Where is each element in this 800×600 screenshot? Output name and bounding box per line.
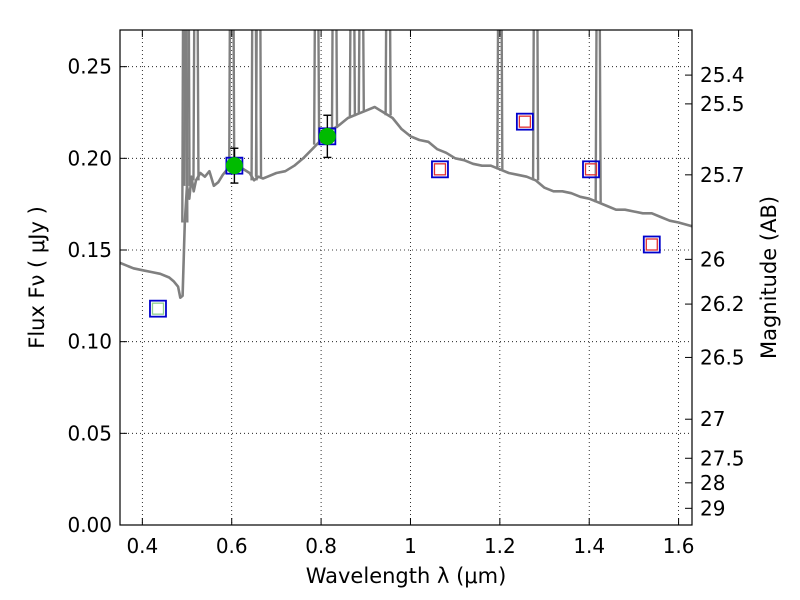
right-axis-title: Magnitude (AB): [757, 196, 781, 359]
model-photometry-marker: [515, 112, 534, 131]
upper-limit-marker: [645, 238, 658, 251]
plot-area: [120, 30, 692, 299]
emission-line: [228, 30, 236, 166]
x-tick-label: 0.8: [305, 534, 337, 558]
emission-line: [384, 30, 392, 116]
mag-tick-label: 27.5: [700, 446, 745, 470]
model-photometry-marker: [431, 160, 449, 179]
model-photometry-marker: [149, 299, 167, 318]
data-markers: [149, 112, 661, 318]
model-photometry-marker: [642, 235, 661, 254]
y-tick-label: 0.25: [67, 55, 112, 79]
mag-tick-label: 26.2: [700, 292, 745, 316]
emission-line: [357, 30, 366, 113]
y-tick-label: 0.10: [67, 330, 112, 354]
upper-limit-marker: [518, 115, 532, 128]
model-photometry-marker: [582, 160, 600, 179]
x-tick-label: 1.4: [573, 534, 605, 558]
mag-tick-label: 29: [700, 496, 725, 520]
observed-marker: [225, 157, 243, 175]
emission-line: [594, 30, 602, 203]
plot-frame: [119, 29, 693, 526]
mag-tick-label: 25.4: [700, 63, 745, 87]
x-axis-title: Wavelength λ (μm): [306, 564, 507, 588]
y-tick-label: 0.20: [67, 146, 112, 170]
emission-line: [312, 30, 321, 145]
emission-line: [531, 30, 540, 181]
emission-line: [254, 30, 263, 177]
mag-tick-label: 28: [700, 471, 725, 495]
x-tick-label: 0.4: [126, 534, 158, 558]
emission-line: [330, 30, 339, 129]
tick-labels: 0.4 0.6 0.8 1 1.2 1.4 1.6 0.00 0.05 0.10 0.15 0.20 0…: [67, 55, 744, 558]
y-tick-label: 0.15: [67, 238, 112, 262]
grid-lines: [120, 30, 692, 525]
mag-tick-label: 26: [700, 247, 725, 271]
upper-limit-marker: [433, 163, 447, 176]
emission-line: [348, 30, 357, 117]
weak-detection-marker: [151, 302, 165, 315]
mag-tick-label: 25.5: [700, 92, 745, 116]
upper-limit-marker: [584, 163, 598, 176]
observed-marker: [318, 127, 336, 145]
mag-tick-label: 25.7: [700, 163, 745, 187]
mag-tick-label: 27: [700, 407, 725, 431]
y-tick-label: 0.00: [67, 513, 112, 537]
axis-ticks: [120, 30, 692, 526]
x-tick-label: 1: [404, 534, 417, 558]
x-tick-label: 1.6: [663, 534, 695, 558]
x-tick-label: 1.2: [484, 534, 516, 558]
emission-line: [183, 30, 191, 186]
emission-line: [496, 30, 504, 170]
emission-line: [192, 30, 200, 181]
x-tick-label: 0.6: [216, 534, 248, 558]
emission-line: [181, 30, 189, 223]
sed-curve: [120, 105, 692, 299]
mag-tick-label: 26.5: [700, 345, 745, 369]
y-axis-title: Flux Fν ( μJy ): [25, 206, 49, 349]
y-tick-label: 0.05: [67, 421, 112, 445]
